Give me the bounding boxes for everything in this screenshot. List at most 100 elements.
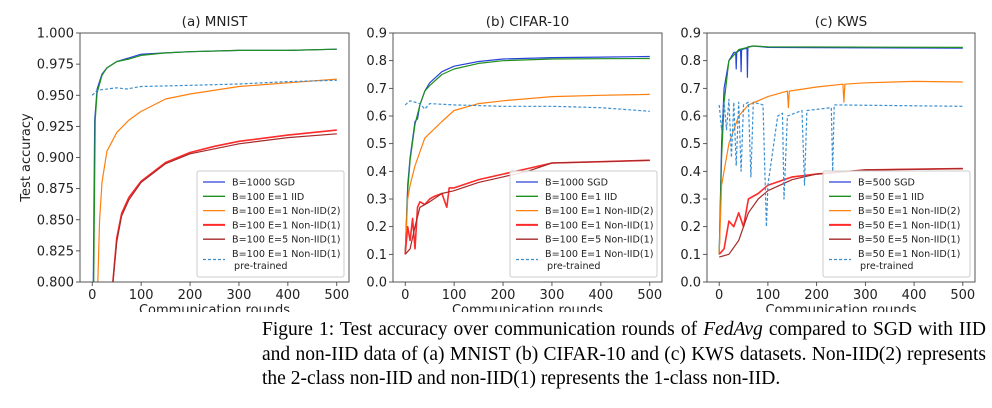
series-line-4	[112, 133, 337, 282]
caption-suffix: compared to SGD with IID and non-IID dat…	[262, 319, 986, 389]
y-tick-label: 0.5	[366, 137, 387, 152]
legend: B=1000 SGD B=100 E=1 IID B=100 E=1 Non-IID…	[509, 170, 658, 278]
series-group	[404, 55, 650, 255]
legend-label-line: B=1000 SGD	[545, 178, 608, 189]
caption-method: FedAvg	[703, 319, 763, 340]
legend-label: B=100 E=1 Non-IID(1) pre-trained	[232, 249, 340, 272]
legend-label-line: pre-trained	[234, 261, 288, 272]
panel-cifar10: (b) CIFAR-10 0 100 200 300 400 500 0.0 0.1 0.2 0.3…	[366, 14, 663, 312]
series-line-5	[404, 100, 650, 112]
axes-frame	[79, 32, 350, 283]
legend-label: B=100 E=1 IID	[232, 192, 304, 203]
legend-label-line: B=100 E=1 Non-IID(1)	[232, 220, 340, 231]
y-tick-label: 0.7	[366, 82, 387, 97]
legend-label: B=100 E=1 Non-IID(2)	[232, 206, 340, 217]
series-line-2	[404, 93, 650, 255]
legend-label: B=50 E=5 Non-IID(1)	[858, 235, 960, 246]
y-tick-label: 0.5	[680, 137, 701, 152]
y-tick-label: 0.7	[680, 82, 701, 97]
y-tick-label: 0.4	[680, 165, 701, 180]
legend-label: B=50 E=1 Non-IID(2)	[858, 206, 960, 217]
y-tick-label: 0.2	[366, 220, 387, 235]
panel-title: (c) KWS	[815, 14, 868, 30]
figure-caption: Figure 1: Test accuracy over communicati…	[262, 318, 986, 392]
x-tick-label: 0	[715, 288, 723, 303]
legend-label-line: B=100 E=1 IID	[545, 192, 617, 203]
legend-label: B=100 E=1 IID	[545, 192, 617, 203]
legend-label: B=1000 SGD	[232, 178, 295, 189]
axes-frame	[392, 32, 663, 283]
legend-label-line: B=50 E=1 Non-IID(2)	[858, 206, 960, 217]
x-tick-label: 300	[227, 288, 252, 303]
x-tick-label: 300	[853, 288, 878, 303]
y-tick-label: 0.8	[680, 54, 701, 69]
legend-label-line: B=100 E=1 Non-IID(1)	[232, 249, 340, 260]
x-tick-label: 0	[401, 288, 409, 303]
x-tick-label: 100	[442, 288, 467, 303]
y-tick-label: 0.6	[366, 110, 387, 125]
x-tick-label: 200	[491, 288, 516, 303]
legend-label-line: B=100 E=1 Non-IID(1)	[545, 249, 653, 260]
legend-label: B=50 E=1 Non-IID(1) pre-trained	[858, 249, 960, 272]
y-tick-label: 0.900	[37, 151, 74, 166]
y-tick-label: 0.6	[680, 110, 701, 125]
y-tick-label: 0.1	[680, 248, 701, 263]
caption-prefix: Figure 1: Test accuracy over communicati…	[262, 319, 704, 340]
y-tick-label: 0.9	[366, 27, 387, 42]
x-tick-label: 200	[804, 288, 829, 303]
y-tick-label: 0.950	[37, 89, 74, 104]
axes-frame	[706, 32, 976, 283]
x-tick-label: 300	[540, 288, 565, 303]
legend-label: B=1000 SGD	[545, 178, 608, 189]
legend: B=500 SGD B=50 E=1 IID B=50 E=1 Non-IID(2)…	[822, 170, 971, 278]
y-tick-label: 0.8	[366, 54, 387, 69]
series-line-3	[404, 159, 650, 255]
series-line-5	[91, 79, 337, 96]
legend-label-line: pre-trained	[547, 261, 601, 272]
legend-label-line: B=50 E=5 Non-IID(1)	[858, 235, 960, 246]
x-tick-label: 400	[275, 288, 300, 303]
legend-label-line: B=50 E=1 Non-IID(1)	[858, 220, 960, 231]
y-axis-label: Test accuracy	[19, 113, 34, 203]
legend-label-line: B=50 E=1 IID	[858, 192, 924, 203]
panel-kws: (c) KWS 0 100 200 300 400 500 0.0 0.1 0.2 0.3 0.4 0.…	[680, 14, 976, 312]
y-tick-label: 1.000	[37, 27, 74, 42]
y-tick-label: 0.975	[37, 58, 74, 73]
y-tick-label: 0.2	[680, 220, 701, 235]
x-tick-label: 100	[129, 288, 154, 303]
x-tick-label: 200	[178, 288, 203, 303]
legend-label-line: B=100 E=1 IID	[232, 192, 304, 203]
legend-label-line: B=100 E=1 Non-IID(2)	[545, 206, 653, 217]
x-tick-label: 500	[637, 288, 662, 303]
legend-label: B=500 SGD	[858, 178, 915, 189]
legend-label: B=100 E=1 Non-IID(1)	[545, 220, 653, 231]
x-tick-label: 500	[950, 288, 975, 303]
legend-label-line: B=100 E=1 Non-IID(1)	[545, 220, 653, 231]
y-tick-label: 0.9	[680, 27, 701, 42]
legend-label-line: B=500 SGD	[858, 178, 915, 189]
y-tick-label: 0.875	[37, 182, 74, 197]
legend-label: B=50 E=1 IID	[858, 192, 924, 203]
x-tick-label: 400	[588, 288, 613, 303]
legend-box	[822, 170, 971, 278]
series-line-4	[404, 159, 650, 255]
legend-label-line: B=100 E=1 Non-IID(2)	[232, 206, 340, 217]
y-tick-label: 0.850	[37, 213, 74, 228]
series-line-5	[718, 98, 963, 228]
legend-label: B=100 E=1 Non-IID(1)	[232, 220, 340, 231]
legend-label: B=100 E=1 Non-IID(1) pre-trained	[545, 249, 653, 272]
x-tick-label: 400	[902, 288, 927, 303]
y-tick-label: 0.1	[366, 248, 387, 263]
y-tick-label: 0.825	[37, 244, 74, 259]
series-line-2	[718, 80, 963, 255]
legend-label-line: B=100 E=5 Non-IID(1)	[232, 235, 340, 246]
x-tick-label: 0	[88, 288, 96, 303]
y-tick-label: 0.3	[680, 193, 701, 208]
x-axis-label: Communication rounds	[765, 303, 916, 312]
panel-title: (b) CIFAR-10	[486, 14, 569, 30]
y-tick-label: 0.0	[366, 276, 387, 291]
series-line-1	[93, 48, 337, 282]
legend-label-line: B=1000 SGD	[232, 178, 295, 189]
series-group	[91, 48, 337, 282]
